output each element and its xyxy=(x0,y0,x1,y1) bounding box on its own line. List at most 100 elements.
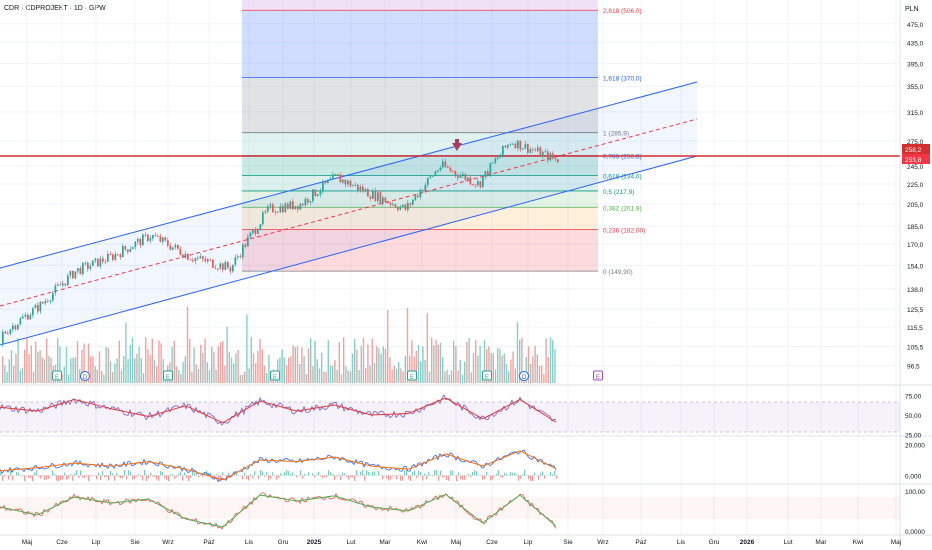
candle xyxy=(99,258,102,267)
volume-bar xyxy=(233,363,235,383)
volume-bar xyxy=(290,356,292,383)
macd-hist xyxy=(416,475,418,479)
macd-hist xyxy=(424,473,426,476)
candle xyxy=(109,253,112,255)
candle xyxy=(314,189,317,197)
volume-bar xyxy=(457,370,459,383)
volume-bar xyxy=(325,371,327,383)
fib-label: 0,618 (234,0) xyxy=(603,174,642,181)
macd-hist xyxy=(148,475,150,479)
macd-hist xyxy=(326,475,328,478)
macd-hist xyxy=(262,471,264,476)
volume-bar xyxy=(257,351,259,383)
macd-hist xyxy=(112,473,114,476)
macd-hist xyxy=(288,471,290,476)
candle xyxy=(467,177,469,180)
candle xyxy=(217,268,219,270)
volume-bar xyxy=(545,338,547,383)
candle xyxy=(27,314,29,320)
candle xyxy=(424,184,427,191)
volume-bar xyxy=(360,346,362,383)
y-tick-label: 138,0 xyxy=(907,287,924,294)
volume-bar xyxy=(26,337,28,383)
volume-bar xyxy=(13,366,15,383)
macd-hist xyxy=(414,470,416,476)
candle xyxy=(394,204,397,208)
macd-hist xyxy=(52,470,54,476)
volume-bar xyxy=(101,370,103,383)
candle xyxy=(542,152,544,157)
macd-hist xyxy=(222,472,224,476)
macd-hist xyxy=(418,471,420,476)
volume-bar xyxy=(362,338,365,383)
volume-bar xyxy=(332,365,334,383)
candle xyxy=(189,259,192,261)
macd-hist xyxy=(166,475,168,480)
volume-bar xyxy=(32,371,35,383)
indicator-tick: 100,00 xyxy=(905,489,925,496)
macd-hist xyxy=(4,475,6,477)
candle xyxy=(482,177,484,187)
volume-bar xyxy=(239,374,241,383)
event-marker-label: D xyxy=(522,375,527,381)
macd-hist xyxy=(398,475,400,476)
volume-bar xyxy=(532,356,534,383)
candle xyxy=(389,202,392,205)
volume-bar xyxy=(178,370,180,383)
macd-hist xyxy=(174,475,176,479)
candle xyxy=(12,325,14,330)
volume-bar xyxy=(398,362,400,383)
macd-hist xyxy=(46,475,48,480)
volume-bar xyxy=(512,351,514,383)
candle xyxy=(544,151,547,153)
candle xyxy=(157,236,159,237)
volume-bar xyxy=(171,346,173,383)
candle xyxy=(519,140,522,150)
volume-bar xyxy=(103,374,105,383)
macd-hist xyxy=(358,475,360,477)
volume-bar xyxy=(371,338,373,383)
y-tick-label: 125,5 xyxy=(907,307,924,314)
candle xyxy=(257,229,259,234)
volume-bar xyxy=(417,345,420,383)
candle xyxy=(49,300,52,302)
x-tick-label: Maj xyxy=(22,539,32,546)
volume-bar xyxy=(173,340,175,383)
candle xyxy=(299,203,302,210)
candle xyxy=(334,174,337,176)
candle xyxy=(512,143,514,145)
macd-hist xyxy=(400,475,402,481)
volume-bar xyxy=(461,374,464,383)
macd-hist xyxy=(198,475,200,478)
macd-hist xyxy=(538,475,540,480)
candle xyxy=(342,179,344,183)
candle xyxy=(247,236,249,247)
x-tick-label: Gru xyxy=(278,539,289,546)
macd-hist xyxy=(470,475,472,478)
volume-bar xyxy=(252,353,255,383)
candle xyxy=(487,171,489,176)
y-tick-label: 245,0 xyxy=(907,164,924,171)
y-tick-label: 185,0 xyxy=(907,224,924,231)
macd-hist xyxy=(260,470,262,476)
candle xyxy=(24,314,27,317)
volume-bar xyxy=(202,352,204,383)
candle xyxy=(312,189,314,201)
indicator-signal xyxy=(0,397,557,423)
volume-bar xyxy=(354,338,356,383)
volume-bar xyxy=(204,338,206,383)
macd-hist xyxy=(324,475,326,477)
volume-bar xyxy=(96,369,98,383)
macd-hist xyxy=(506,473,508,476)
macd-hist xyxy=(110,471,112,476)
candle xyxy=(22,316,24,319)
candle xyxy=(187,253,189,260)
volume-bar xyxy=(114,363,116,383)
macd-hist xyxy=(56,475,58,481)
macd-hist xyxy=(114,475,116,481)
volume-bar xyxy=(215,369,217,383)
volume-bar xyxy=(37,352,39,383)
volume-bar xyxy=(455,345,457,383)
event-marker-label: E xyxy=(273,375,277,381)
